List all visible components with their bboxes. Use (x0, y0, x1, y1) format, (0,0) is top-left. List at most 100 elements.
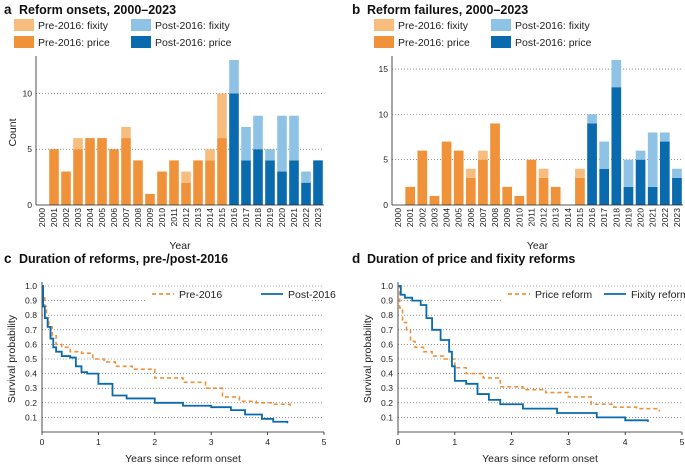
x-tick-label: 2007 (478, 208, 488, 227)
bar-2003-pre-2016-price (73, 149, 83, 205)
bar-2006-pre-2016-fixity (465, 168, 476, 178)
x-tick-label: 2014 (563, 208, 573, 227)
bar-2021-post-2016-price (289, 160, 299, 205)
bar-2002-pre-2016-price (417, 150, 428, 205)
y-tick-label: 0.5 (381, 354, 393, 364)
x-axis-label: Year (169, 240, 191, 252)
bar-2010-pre-2016-price (157, 171, 167, 205)
legend-swatch (131, 19, 151, 31)
y-tick-label: 0.9 (25, 296, 37, 306)
x-tick-label: 0 (396, 437, 401, 447)
bar-2007-pre-2016-fixity (121, 126, 131, 139)
x-tick-label: 2020 (636, 208, 646, 227)
bar-2020-post-2016-fixity (277, 115, 287, 172)
panel-title: Duration of reforms, pre-/post-2016 (19, 252, 228, 266)
y-tick-label: 5 (27, 144, 32, 154)
bar-2015-pre-2016-fixity (217, 93, 227, 139)
bar-2022-post-2016-price (659, 141, 670, 205)
x-tick-label: 2013 (551, 208, 561, 227)
y-tick-label: 0.5 (25, 354, 37, 364)
bar-2007-pre-2016-price (121, 138, 131, 205)
legend-background (502, 287, 668, 303)
legend-label: Post-2016: price (515, 37, 592, 49)
x-tick-label: 2019 (623, 208, 633, 227)
x-tick-label: 2001 (405, 208, 415, 227)
x-tick-label: 2010 (157, 208, 167, 227)
y-tick-label: 1.0 (25, 281, 37, 291)
bar-2020-post-2016-fixity (635, 150, 646, 160)
x-tick-label: 2005 (454, 208, 464, 227)
bar-2019-post-2016-price (265, 160, 275, 205)
bar-2017-post-2016-price (599, 168, 610, 205)
legend: Pre-2016: fixity Pre-2016: price Post-2016… (374, 19, 592, 49)
bar-2017-post-2016-price (241, 160, 251, 205)
panel-label: c (4, 251, 12, 266)
x-tick-label: 2002 (417, 208, 427, 227)
panel-title: Reform onsets, 2000–2023 (19, 3, 176, 17)
panel-label: a (4, 2, 12, 17)
y-tick-label: 1.0 (381, 281, 393, 291)
bar-2017-post-2016-fixity (241, 126, 251, 161)
x-tick-label: 2021 (648, 208, 658, 227)
panel-d-chart: 0.1 0.2 0.3 0.4 0.5 0.6 0.7 0.8 0.9 1.0 0 1 2 3 4 5 Year… (362, 281, 685, 465)
bar-2018-post-2016-fixity (253, 115, 263, 150)
x-tick-label: 2017 (241, 208, 251, 227)
x-tick-label: 2022 (301, 208, 311, 227)
bar-2018-post-2016-price (253, 149, 263, 205)
x-tick-label: 2000 (393, 208, 403, 227)
x-axis-label: Years since reform onset (125, 453, 241, 465)
x-tick-label: 2020 (277, 208, 287, 227)
y-tick-label: 5 (383, 155, 388, 165)
legend-label: Pre-2016: fixity (398, 20, 469, 32)
bar-2022-post-2016-fixity (301, 171, 311, 183)
panel-c-title: c Duration of reforms, pre-/post-2016 (4, 251, 228, 266)
bar-2016-post-2016-fixity (587, 114, 597, 124)
bar-2012-pre-2016-fixity (538, 168, 549, 178)
bar-2013-pre-2016-price (193, 160, 203, 205)
x-tick-label: 5 (680, 437, 685, 447)
legend-label: Pre-2016: fixity (38, 20, 109, 32)
legend-label: Pre-2016 (179, 289, 222, 301)
x-tick-label: 2018 (253, 208, 263, 227)
legend: Pre-2016 Post-2016 (146, 287, 336, 303)
x-tick-label: 2015 (217, 208, 227, 227)
y-axis-label: Survival probability (362, 314, 374, 403)
bar-2019-post-2016-fixity (623, 159, 634, 187)
survival-curve-pre-2016 (42, 285, 291, 406)
x-tick-label: 2022 (660, 208, 670, 227)
legend-label: Post-2016: fixity (155, 20, 230, 32)
x-tick-label: 2019 (265, 208, 275, 227)
x-tick-label: 2013 (193, 208, 203, 227)
x-tick-label: 2009 (145, 208, 155, 227)
bar-2012-pre-2016-fixity (181, 171, 191, 183)
bar-2001-pre-2016-price (405, 186, 416, 205)
bar-2013-pre-2016-price (550, 186, 561, 205)
bar-2019-post-2016-fixity (265, 149, 275, 161)
x-tick-label: 2006 (109, 208, 119, 227)
x-tick-label: 2009 (502, 208, 512, 227)
panel-c-chart: 0.1 0.2 0.3 0.4 0.5 0.6 0.7 0.8 0.9 1.0 0 1 2 3 4 5 Year… (6, 281, 336, 465)
y-tick-label: 0.2 (381, 398, 393, 408)
panel-title: Reform failures, 2000–2023 (367, 3, 528, 17)
y-tick-label: 10 (22, 88, 32, 98)
x-tick-label: 2023 (672, 208, 682, 227)
bar-2011-pre-2016-price (526, 159, 537, 205)
bar-2021-post-2016-price (647, 186, 658, 205)
y-tick-label: 0.1 (381, 412, 393, 422)
bar-2003-pre-2016-fixity (73, 138, 83, 150)
x-tick-label: 2018 (611, 208, 621, 227)
bar-2003-pre-2016-price (429, 195, 440, 205)
x-tick-label: 2001 (49, 208, 59, 227)
y-axis-label: Survival probability (6, 314, 18, 403)
panel-b-title: b Reform failures, 2000–2023 (352, 2, 528, 17)
x-tick-label: 2016 (229, 208, 239, 227)
bar-2004-pre-2016-price (441, 141, 452, 205)
bar-2010-pre-2016-price (514, 195, 525, 205)
y-tick-label: 0.8 (381, 310, 393, 320)
x-tick-label: 0 (40, 437, 45, 447)
bar-2007-pre-2016-fixity (478, 150, 488, 160)
x-tick-label: 1 (452, 437, 457, 447)
x-tick-label: 2 (152, 437, 157, 447)
